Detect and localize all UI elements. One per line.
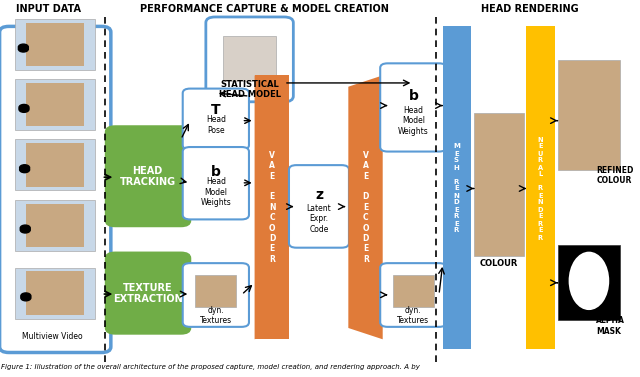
Text: STATISTICAL
HEAD MODEL: STATISTICAL HEAD MODEL bbox=[219, 80, 280, 99]
FancyBboxPatch shape bbox=[206, 17, 293, 102]
FancyBboxPatch shape bbox=[183, 147, 249, 219]
FancyBboxPatch shape bbox=[380, 263, 447, 327]
Circle shape bbox=[20, 227, 30, 233]
FancyBboxPatch shape bbox=[15, 79, 95, 130]
Text: T: T bbox=[211, 103, 221, 117]
Text: N
E
U
R
A
L

R
E
N
D
E
R
E
R: N E U R A L R E N D E R E R bbox=[538, 136, 543, 241]
FancyBboxPatch shape bbox=[393, 275, 434, 307]
FancyBboxPatch shape bbox=[443, 26, 471, 349]
FancyBboxPatch shape bbox=[15, 200, 95, 251]
Text: V
A
E

E
N
C
O
D
E
R: V A E E N C O D E R bbox=[269, 151, 275, 264]
Circle shape bbox=[20, 165, 29, 171]
FancyBboxPatch shape bbox=[183, 89, 249, 150]
Text: z: z bbox=[315, 188, 323, 202]
Text: Latent
Expr.
Code: Latent Expr. Code bbox=[307, 204, 332, 234]
FancyBboxPatch shape bbox=[0, 26, 111, 352]
FancyBboxPatch shape bbox=[557, 245, 620, 320]
Circle shape bbox=[19, 46, 28, 52]
Text: HEAD
TRACKING: HEAD TRACKING bbox=[120, 166, 176, 187]
FancyBboxPatch shape bbox=[289, 165, 349, 248]
Circle shape bbox=[19, 106, 29, 112]
FancyBboxPatch shape bbox=[106, 253, 190, 334]
Text: b: b bbox=[408, 89, 419, 103]
Circle shape bbox=[21, 295, 31, 301]
Text: V
A
E

D
E
C
O
D
E
R: V A E D E C O D E R bbox=[363, 151, 369, 264]
FancyBboxPatch shape bbox=[26, 204, 84, 247]
FancyBboxPatch shape bbox=[527, 26, 555, 349]
FancyBboxPatch shape bbox=[15, 268, 95, 319]
Text: M
E
S
H

R
E
N
D
E
R
E
R: M E S H R E N D E R E R bbox=[453, 144, 460, 233]
FancyBboxPatch shape bbox=[26, 83, 84, 126]
FancyBboxPatch shape bbox=[474, 113, 524, 256]
FancyBboxPatch shape bbox=[15, 139, 95, 190]
FancyBboxPatch shape bbox=[26, 143, 84, 187]
FancyBboxPatch shape bbox=[380, 63, 447, 152]
Text: Multiview Video: Multiview Video bbox=[22, 332, 83, 341]
FancyBboxPatch shape bbox=[26, 271, 84, 315]
FancyBboxPatch shape bbox=[223, 36, 276, 81]
Text: Figure 1: Illustration of the overall architecture of the proposed capture, mode: Figure 1: Illustration of the overall ar… bbox=[1, 364, 420, 370]
Text: dyn.
Textures: dyn. Textures bbox=[397, 306, 429, 325]
FancyBboxPatch shape bbox=[183, 263, 249, 327]
FancyBboxPatch shape bbox=[195, 275, 236, 307]
Text: Head
Pose: Head Pose bbox=[206, 115, 226, 135]
FancyBboxPatch shape bbox=[557, 60, 620, 170]
Text: TEXTURE
EXTRACTION: TEXTURE EXTRACTION bbox=[113, 282, 182, 304]
Text: COLOUR: COLOUR bbox=[480, 259, 518, 268]
Text: Head
Model
Weights: Head Model Weights bbox=[200, 177, 231, 207]
Text: Head
Model
Weights: Head Model Weights bbox=[398, 106, 429, 136]
Text: HEAD RENDERING: HEAD RENDERING bbox=[481, 5, 579, 14]
Polygon shape bbox=[255, 75, 289, 339]
Circle shape bbox=[19, 104, 29, 110]
FancyBboxPatch shape bbox=[255, 75, 289, 339]
FancyBboxPatch shape bbox=[15, 19, 95, 70]
Text: dyn.
Textures: dyn. Textures bbox=[200, 306, 232, 325]
Text: PERFORMANCE CAPTURE & MODEL CREATION: PERFORMANCE CAPTURE & MODEL CREATION bbox=[140, 5, 388, 14]
FancyBboxPatch shape bbox=[26, 23, 84, 66]
Circle shape bbox=[19, 44, 28, 50]
Circle shape bbox=[20, 167, 29, 173]
Circle shape bbox=[20, 225, 30, 231]
Ellipse shape bbox=[568, 252, 609, 310]
Circle shape bbox=[21, 293, 31, 299]
Text: REFINED
COLOUR: REFINED COLOUR bbox=[596, 166, 634, 185]
Text: b: b bbox=[211, 164, 221, 179]
Polygon shape bbox=[348, 75, 383, 339]
Text: INPUT DATA: INPUT DATA bbox=[16, 5, 81, 14]
Text: ALPHA
MASK: ALPHA MASK bbox=[596, 316, 625, 336]
FancyBboxPatch shape bbox=[106, 126, 190, 226]
